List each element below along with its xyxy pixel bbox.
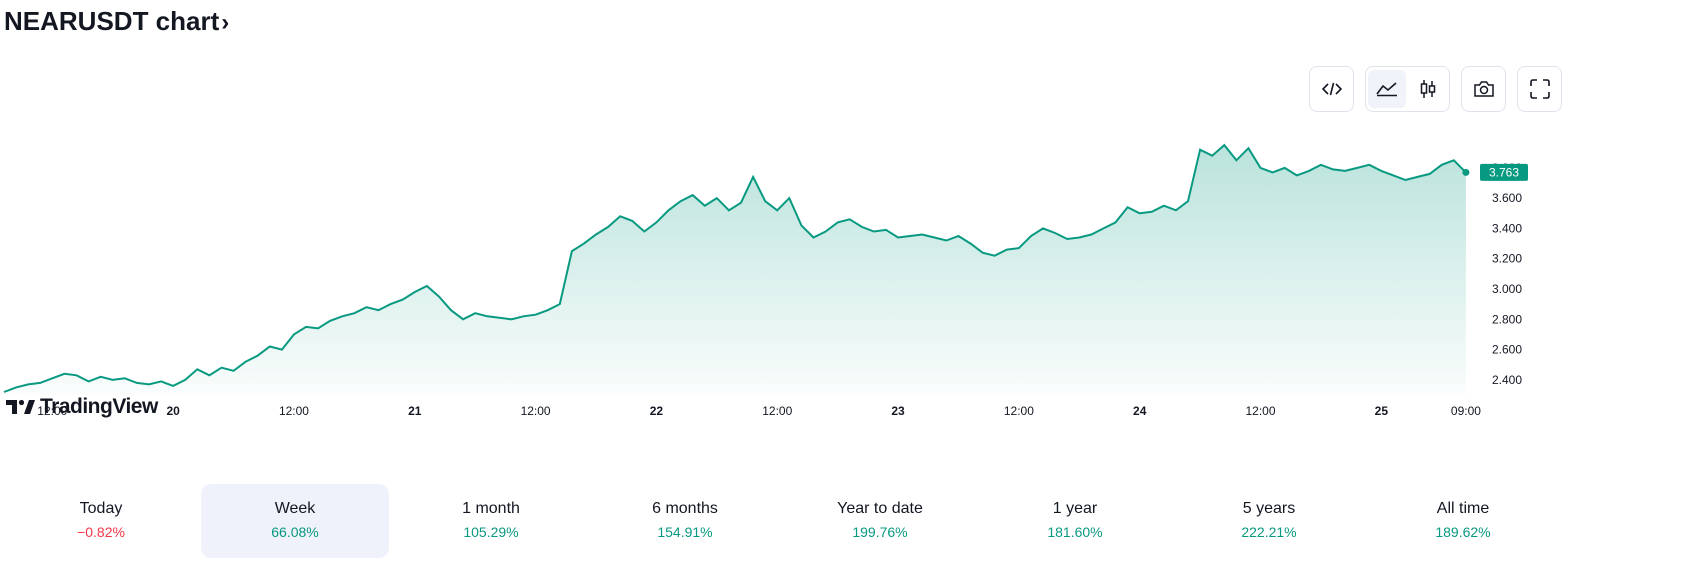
x-tick-label: 23 (891, 404, 905, 418)
period-5-years[interactable]: 5 years 222.21% (1175, 484, 1363, 558)
x-tick-label: 12:00 (1246, 404, 1276, 418)
x-axis: 12:00 20 12:00 21 12:00 22 12:00 23 12:00 24 12:00… (37, 404, 1481, 418)
period-label: Year to date (837, 500, 923, 517)
last-price-label: 3.763 (1489, 165, 1519, 179)
x-tick-label: 25 (1375, 404, 1389, 418)
snapshot-button[interactable] (1464, 70, 1503, 108)
x-tick-label: 21 (408, 404, 422, 418)
period-selector: Today −0.82% Week 66.08% 1 month 105.29% 6 mon… (0, 484, 1686, 560)
x-tick-label: 12:00 (1004, 404, 1034, 418)
y-tick-label: 2.400 (1492, 373, 1522, 387)
period-change-value: 222.21% (1241, 524, 1297, 540)
y-tick-label: 3.000 (1492, 282, 1522, 296)
camera-icon (1473, 81, 1494, 97)
y-tick-label: 3.600 (1492, 191, 1522, 205)
price-chart[interactable]: 2.4002.6002.8003.0003.2003.4003.6003.800… (0, 120, 1686, 450)
y-tick-label: 3.400 (1492, 221, 1522, 235)
period-1-month[interactable]: 1 month 105.29% (397, 484, 585, 558)
price-line (3, 143, 1467, 393)
fullscreen-icon (1529, 79, 1550, 99)
last-price-tag (1480, 163, 1528, 181)
period-change-value: 181.60% (1047, 524, 1103, 540)
x-tick-label: 24 (1133, 404, 1147, 418)
chevron-right-icon: › (221, 9, 230, 36)
x-tick-label: 20 (166, 404, 180, 418)
period-year-to-date[interactable]: Year to date 199.76% (786, 484, 974, 558)
chart-style-toolbar-group (1365, 66, 1450, 112)
y-tick-label: 2.600 (1492, 343, 1522, 357)
period-all-time[interactable]: All time 189.62% (1369, 484, 1557, 558)
last-price-marker: 3.763 (1462, 163, 1528, 181)
period-change-value: 189.62% (1435, 524, 1491, 540)
period-change-value: 154.91% (657, 524, 713, 540)
x-tick-label: 12:00 (279, 404, 309, 418)
period-label: 1 year (1052, 500, 1098, 517)
embed-toolbar-group (1309, 66, 1354, 112)
period-6-months[interactable]: 6 months 154.91% (591, 484, 779, 558)
period-label: Week (274, 500, 316, 517)
period-change-value: 66.08% (271, 524, 319, 540)
tradingview-logo[interactable]: TradingView (6, 395, 158, 419)
embed-code-icon (1321, 82, 1342, 96)
fullscreen-toolbar-group (1517, 66, 1562, 112)
last-price-dot (1462, 168, 1470, 176)
x-tick-label: 12:00 (521, 404, 551, 418)
area-chart-icon (1376, 82, 1397, 97)
chart-title-link[interactable]: NEARUSDT chart› (4, 6, 229, 37)
candlestick-icon (1421, 80, 1436, 98)
period-change-value: −0.82% (77, 524, 125, 540)
y-tick-label: 2.800 (1492, 312, 1522, 326)
x-tick-label: 09:00 (1451, 404, 1481, 418)
x-tick-label: 12:00 (37, 404, 67, 418)
area-chart-button[interactable] (1368, 70, 1406, 108)
fullscreen-button[interactable] (1520, 70, 1559, 108)
period-label: 1 month (462, 500, 520, 517)
embed-code-button[interactable] (1312, 70, 1351, 108)
period-label: 5 years (1242, 500, 1296, 517)
snapshot-toolbar-group (1461, 66, 1506, 112)
period-change-value: 199.76% (852, 524, 908, 540)
period-today[interactable]: Today −0.82% (7, 484, 195, 558)
period-1-year[interactable]: 1 year 181.60% (981, 484, 1169, 558)
price-area-fill (4, 145, 1466, 395)
x-tick-label: 12:00 (762, 404, 792, 418)
tradingview-logo-icon (6, 399, 35, 414)
period-label: Today (79, 500, 123, 517)
y-tick-label: 3.200 (1492, 252, 1522, 266)
chart-title: NEARUSDT chart (4, 6, 220, 36)
period-week[interactable]: Week 66.08% (201, 484, 389, 558)
x-tick-label: 22 (650, 404, 664, 418)
period-label: 6 months (652, 500, 718, 517)
period-change-value: 105.29% (463, 524, 519, 540)
candlestick-button[interactable] (1410, 70, 1448, 108)
tradingview-logo-text: TradingView (40, 395, 158, 418)
period-label: All time (1436, 500, 1490, 517)
